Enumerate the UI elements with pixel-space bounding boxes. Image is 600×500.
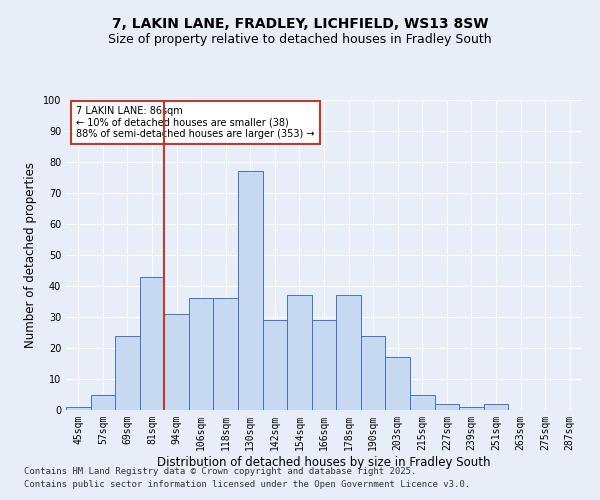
Bar bbox=[66, 407, 91, 410]
Bar bbox=[115, 336, 140, 410]
Text: Contains public sector information licensed under the Open Government Licence v3: Contains public sector information licen… bbox=[24, 480, 470, 489]
Bar bbox=[336, 296, 361, 410]
Y-axis label: Number of detached properties: Number of detached properties bbox=[24, 162, 37, 348]
Text: Size of property relative to detached houses in Fradley South: Size of property relative to detached ho… bbox=[108, 32, 492, 46]
Bar bbox=[214, 298, 238, 410]
Bar bbox=[164, 314, 189, 410]
Text: 7 LAKIN LANE: 86sqm
← 10% of detached houses are smaller (38)
88% of semi-detach: 7 LAKIN LANE: 86sqm ← 10% of detached ho… bbox=[76, 106, 315, 140]
Bar bbox=[459, 407, 484, 410]
Bar bbox=[140, 276, 164, 410]
Bar bbox=[410, 394, 434, 410]
Bar bbox=[484, 404, 508, 410]
X-axis label: Distribution of detached houses by size in Fradley South: Distribution of detached houses by size … bbox=[157, 456, 491, 468]
Bar bbox=[263, 320, 287, 410]
Bar bbox=[385, 358, 410, 410]
Bar bbox=[189, 298, 214, 410]
Bar bbox=[287, 296, 312, 410]
Bar bbox=[238, 172, 263, 410]
Bar bbox=[312, 320, 336, 410]
Text: Contains HM Land Registry data © Crown copyright and database right 2025.: Contains HM Land Registry data © Crown c… bbox=[24, 467, 416, 476]
Bar bbox=[91, 394, 115, 410]
Bar bbox=[361, 336, 385, 410]
Text: 7, LAKIN LANE, FRADLEY, LICHFIELD, WS13 8SW: 7, LAKIN LANE, FRADLEY, LICHFIELD, WS13 … bbox=[112, 18, 488, 32]
Bar bbox=[434, 404, 459, 410]
